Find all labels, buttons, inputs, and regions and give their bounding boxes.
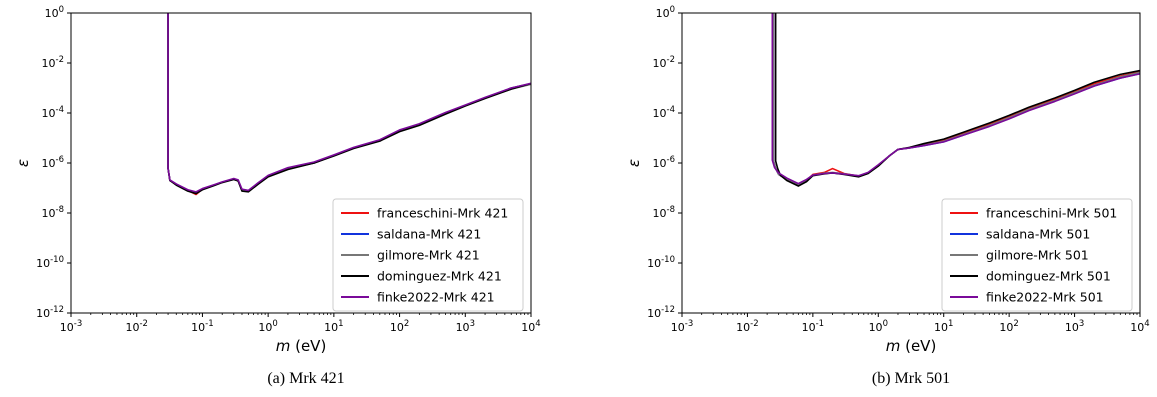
x-tick-label: 103 (1065, 319, 1084, 334)
x-axis-label: m (eV) (276, 337, 327, 355)
y-tick-label: 10-6 (653, 155, 675, 170)
legend-label: dominguez-Mrk 421 (377, 269, 502, 284)
x-tick-label: 101 (324, 319, 343, 334)
y-axis-label: ε (14, 159, 32, 167)
y-tick-label: 10-6 (42, 155, 64, 170)
y-tick-label: 10-4 (42, 105, 64, 120)
series-group (771, 13, 1140, 187)
legend: franceschini-Mrk 501 saldana-Mrk 501 gilmo… (941, 198, 1133, 312)
legend-label: franceschini-Mrk 501 (986, 206, 1117, 221)
y-tick-label: 10-4 (653, 105, 675, 120)
y-tick-label: 10-2 (42, 55, 64, 70)
x-tick-label: 100 (869, 319, 888, 334)
x-tick-label: 10-1 (191, 319, 213, 334)
legend-box (941, 198, 1133, 312)
x-axis-label: m (eV) (886, 337, 937, 355)
legend: franceschini-Mrk 421 saldana-Mrk 421 gilmo… (332, 198, 524, 312)
series-line-4 (167, 13, 531, 195)
x-tick-label: 10-3 (60, 319, 82, 334)
x-tick-label: 100 (258, 319, 277, 334)
x-tick-label: 102 (390, 319, 409, 334)
x-tick-label: 10-2 (125, 319, 147, 334)
series-line-1 (772, 13, 1140, 186)
legend-label: gilmore-Mrk 501 (986, 248, 1089, 263)
legend-label: dominguez-Mrk 501 (986, 269, 1111, 284)
chart-panel-1: 10-3 10-2 10-1 100 101 102 103 104 10-12 10-10 10-… (14, 5, 541, 387)
x-tick-label: 104 (1130, 319, 1149, 334)
series-line-5 (771, 13, 1140, 185)
legend-label: franceschini-Mrk 421 (377, 206, 508, 221)
legend-label: saldana-Mrk 501 (986, 227, 1090, 242)
series-line-3 (167, 13, 531, 194)
series-line-2 (772, 13, 1140, 186)
legend-box (332, 198, 524, 312)
series-line-4 (774, 13, 1140, 187)
y-tick-label: 10-12 (647, 305, 675, 320)
y-tick-label: 10-2 (653, 55, 675, 70)
chart-panel-2: 10-3 10-2 10-1 100 101 102 103 104 10-12 10-10 10-… (625, 5, 1150, 387)
subfigure-caption: (a) Mrk 421 (267, 370, 344, 387)
y-axis-label: ε (625, 159, 643, 167)
series-line-2 (167, 13, 531, 194)
x-tick-label: 101 (934, 319, 953, 334)
series-line-5 (167, 13, 531, 193)
legend-label: saldana-Mrk 421 (377, 227, 481, 242)
x-tick-label: 10-2 (736, 319, 758, 334)
legend-label: gilmore-Mrk 421 (377, 248, 480, 263)
series-line-1 (167, 13, 531, 196)
x-tick-label: 10-1 (802, 319, 824, 334)
x-tick-label: 104 (521, 319, 540, 334)
y-tick-label: 10-8 (653, 205, 675, 220)
legend-label: finke2022-Mrk 421 (377, 290, 495, 305)
y-tick-label: 100 (656, 5, 675, 20)
series-group (167, 13, 531, 196)
subfigure-caption: (b) Mrk 501 (872, 370, 950, 387)
y-tick-label: 10-8 (42, 205, 64, 220)
y-tick-label: 10-12 (36, 305, 64, 320)
y-tick-label: 100 (45, 5, 64, 20)
legend-label: finke2022-Mrk 501 (986, 290, 1104, 305)
series-line-3 (772, 13, 1140, 186)
y-tick-label: 10-10 (647, 255, 675, 270)
x-tick-label: 10-3 (671, 319, 693, 334)
x-tick-label: 103 (456, 319, 475, 334)
y-tick-label: 10-10 (36, 255, 64, 270)
x-tick-label: 102 (999, 319, 1018, 334)
